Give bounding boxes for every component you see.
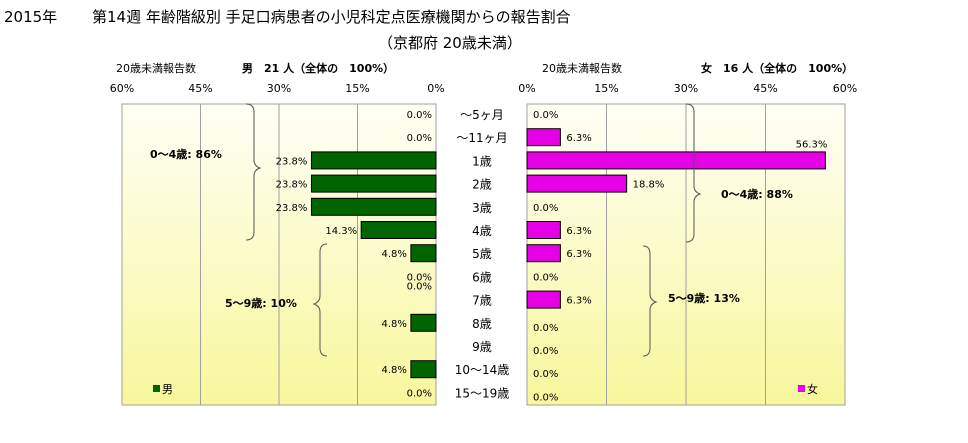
male-bars xyxy=(310,151,437,379)
category-label: 10～14歳 xyxy=(455,363,510,377)
male-count-label: 男 21 人（全体の 100%） xyxy=(242,61,394,75)
female-bar xyxy=(526,244,561,263)
male-value-label: 0.0% xyxy=(407,388,432,399)
female-bar xyxy=(526,290,561,309)
male-bar xyxy=(360,221,437,239)
male-value-labels: 0.0%0.0%23.8%23.8%23.8%14.3%4.8%0.0%0.0%… xyxy=(276,110,432,399)
female-count-label: 女 16 人（全体の 100%） xyxy=(701,61,853,75)
male-value-label: 0.0% xyxy=(407,110,432,121)
category-label: 7歳 xyxy=(472,294,492,308)
male-value-label: 0.0% xyxy=(407,133,432,144)
female-legend-label: 女 xyxy=(807,382,818,396)
category-label: 5歳 xyxy=(472,247,492,261)
female-value-label: 0.0% xyxy=(533,392,558,403)
female-tick-label: 45% xyxy=(753,82,777,95)
female-bar xyxy=(526,151,826,170)
female-report-label: 20歳未満報告数 xyxy=(542,62,622,75)
category-label: 2歳 xyxy=(472,178,492,192)
female-bracket-0-4 xyxy=(685,103,702,243)
category-label: 1歳 xyxy=(472,154,492,168)
female-group-5-9-label: 5～9歳: 13% xyxy=(668,291,740,305)
female-value-label: 0.0% xyxy=(533,272,558,283)
category-labels: ～5ヶ月 ～11ヶ月 1歳 2歳 3歳 4歳 5歳 6歳 7歳 8歳 9歳 10～14歳 15～19歳 xyxy=(455,108,510,400)
male-value-label: 4.8% xyxy=(381,249,406,260)
female-tick-label: 30% xyxy=(674,82,698,95)
category-label: 6歳 xyxy=(472,270,492,284)
male-tick-label: 15% xyxy=(345,82,369,95)
category-label: 3歳 xyxy=(472,201,492,215)
male-bar xyxy=(310,197,437,216)
female-value-label: 0.0% xyxy=(533,369,558,380)
male-bar xyxy=(310,174,437,193)
category-label: 4歳 xyxy=(472,224,492,238)
male-bar xyxy=(410,313,437,332)
female-value-label: 0.0% xyxy=(533,110,558,121)
female-value-label: 56.3% xyxy=(796,139,828,150)
female-value-labels: 0.0% 6.3% 56.3% 18.8% 0.0% 6.3% 6.3% 0.0% 6.3% 0.… xyxy=(533,110,827,403)
male-bar xyxy=(410,244,437,263)
female-group-0-4-label: 0～4歳: 88% xyxy=(721,187,793,201)
male-group-0-4-label: 0～4歳: 86% xyxy=(150,147,222,161)
male-value-label: 4.8% xyxy=(381,319,406,330)
female-value-label: 18.8% xyxy=(633,180,665,191)
male-bracket-5-9 xyxy=(312,243,328,357)
chart-subtitle: （京都府 20歳未満） xyxy=(378,34,522,52)
category-label: ～11ヶ月 xyxy=(456,131,507,145)
male-legend-swatch xyxy=(153,385,160,392)
male-value-label: 14.3% xyxy=(325,226,357,237)
female-bars xyxy=(526,128,826,309)
chart-title: 第14週 年齢階級別 手足口病患者の小児科定点医療機関からの報告割合 xyxy=(92,8,571,26)
male-value-label: 0.0% xyxy=(407,272,432,283)
year-label: 2015年 xyxy=(4,8,57,26)
male-value-label: 23.8% xyxy=(276,180,308,191)
female-tick-label: 15% xyxy=(594,82,618,95)
male-bar xyxy=(310,151,437,170)
female-tick-label: 60% xyxy=(833,82,857,95)
category-label: 9歳 xyxy=(472,340,492,354)
male-bracket-0-4 xyxy=(245,103,262,241)
female-bar xyxy=(526,128,561,147)
male-bar xyxy=(410,360,437,379)
female-value-label: 6.3% xyxy=(566,133,591,144)
female-value-label: 6.3% xyxy=(566,296,591,307)
male-tick-label: 30% xyxy=(267,82,291,95)
male-tick-label: 60% xyxy=(110,82,134,95)
male-group-5-9-label: 5～9歳: 10% xyxy=(225,296,297,310)
female-tick-label: 0% xyxy=(518,82,535,95)
male-value-label: 23.8% xyxy=(276,203,308,214)
female-bar xyxy=(526,221,561,239)
category-label: 15～19歳 xyxy=(455,386,510,400)
male-tick-label: 45% xyxy=(188,82,212,95)
female-axis-ticks: 0% 15% 30% 45% 60% xyxy=(518,82,857,95)
female-value-label: 0.0% xyxy=(533,346,558,357)
category-label: 8歳 xyxy=(472,317,492,331)
female-value-label: 0.0% xyxy=(533,203,558,214)
male-tick-label: 0% xyxy=(427,82,444,95)
male-report-label: 20歳未満報告数 xyxy=(116,62,196,75)
male-value-label: 23.8% xyxy=(276,156,308,167)
female-value-label: 6.3% xyxy=(566,226,591,237)
female-value-label: 6.3% xyxy=(566,249,591,260)
female-value-label: 0.0% xyxy=(533,323,558,334)
female-legend-swatch xyxy=(798,385,805,392)
category-label: ～5ヶ月 xyxy=(460,108,504,122)
female-bracket-5-9 xyxy=(642,245,658,357)
male-axis-ticks: 60% 45% 30% 15% 0% xyxy=(110,82,445,95)
male-legend-label: 男 xyxy=(162,383,173,396)
male-value-label: 0.0% xyxy=(407,282,432,293)
male-value-label: 4.8% xyxy=(381,365,406,376)
female-bar xyxy=(526,174,628,193)
